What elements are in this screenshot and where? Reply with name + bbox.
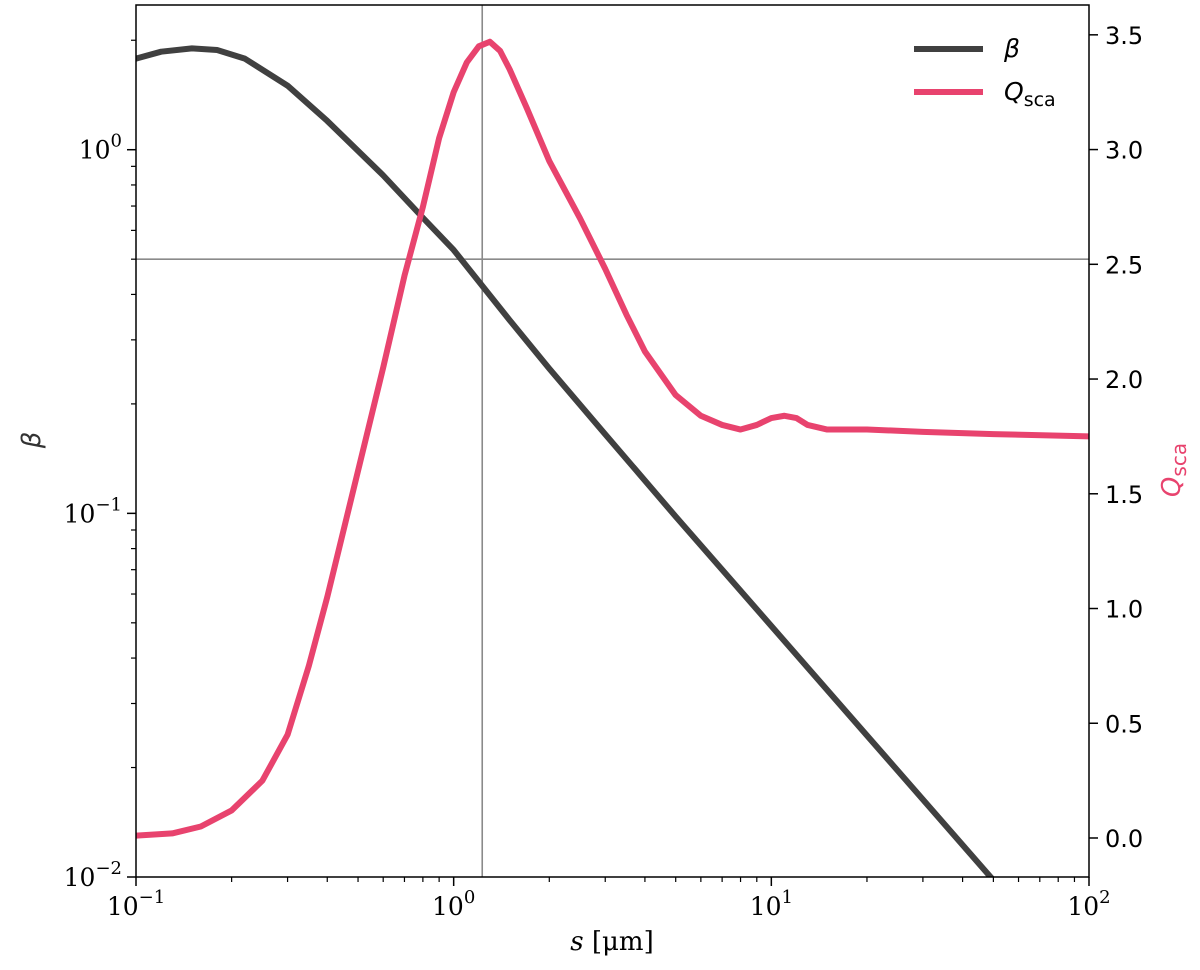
x-tick-label: 100 — [432, 887, 475, 921]
right-y-tick-label: 0.0 — [1105, 825, 1143, 853]
right-y-tick-label: 1.5 — [1105, 481, 1143, 509]
left-y-axis-title: β — [17, 432, 47, 450]
series-line-qsca — [136, 38, 1089, 839]
x-axis: 10−1 100 101 102 — [107, 877, 1111, 921]
right-y-tick-label: 1.0 — [1105, 596, 1143, 624]
right-y-tick-label: 3.0 — [1105, 137, 1143, 165]
left-y-axis: 100 10−1 10−2 — [64, 39, 136, 892]
left-y-tick-label: 10−2 — [64, 858, 122, 892]
x-tick-label: 10−1 — [107, 887, 165, 921]
x-tick-label: 101 — [750, 887, 793, 921]
x-axis-title: s [μm] — [570, 927, 653, 957]
left-y-tick-label: 100 — [79, 131, 122, 165]
left-y-tick-label: 10−1 — [64, 494, 122, 528]
right-y-tick-label: 2.0 — [1105, 366, 1143, 394]
legend-label-beta: β — [1003, 34, 1020, 63]
right-y-axis-title: Qsca — [1157, 443, 1191, 497]
legend: β Qsca — [914, 34, 1056, 111]
legend-label-qsca: Qsca — [1004, 77, 1056, 111]
right-y-axis-title-main: Q — [1157, 477, 1187, 497]
series-line-beta — [136, 45, 995, 877]
right-y-tick-label: 0.5 — [1105, 710, 1143, 738]
right-y-tick-label: 2.5 — [1105, 251, 1143, 279]
plot-frame — [135, 4, 1090, 878]
right-y-tick-label: 3.5 — [1105, 22, 1143, 50]
right-y-axis-title-sub: sca — [1167, 443, 1191, 477]
reference-lines — [136, 5, 1089, 877]
series-layer — [136, 38, 1089, 877]
x-tick-label: 102 — [1067, 887, 1110, 921]
right-y-axis: 0.0 0.5 1.0 1.5 2.0 2.5 3.0 3.5 — [1089, 22, 1143, 853]
